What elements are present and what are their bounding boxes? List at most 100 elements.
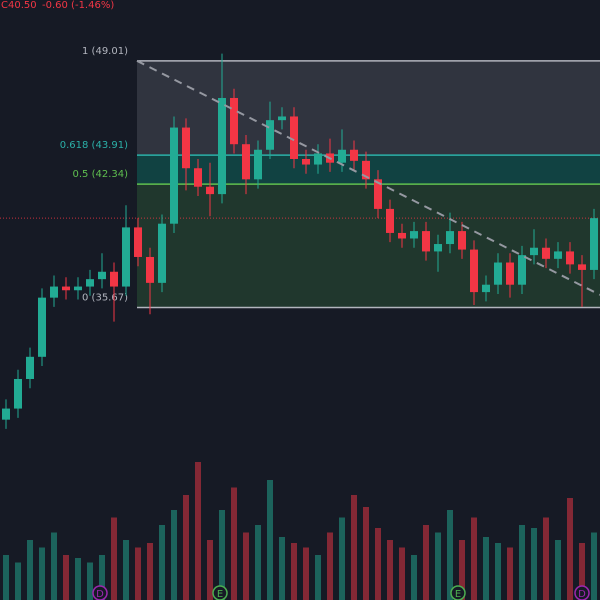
volume-bar xyxy=(543,517,549,600)
candle-body xyxy=(98,271,106,280)
candle-body xyxy=(110,271,118,287)
candle-body xyxy=(350,149,358,161)
trend-line xyxy=(136,59,600,296)
fib-label: 0.5 (42.34) xyxy=(72,169,128,180)
candle-body xyxy=(62,286,70,291)
volume-bar xyxy=(555,540,561,600)
volume-bar xyxy=(231,487,237,600)
candle-body xyxy=(182,127,190,169)
volume-bar xyxy=(495,543,501,600)
fib-zone xyxy=(137,184,600,308)
candle-body xyxy=(86,279,94,287)
candle-body xyxy=(422,231,430,252)
legend-bg xyxy=(0,0,115,11)
volume-bar xyxy=(519,525,525,600)
candle-body xyxy=(542,247,550,259)
candle-body xyxy=(530,247,538,256)
event-label: D xyxy=(578,589,586,600)
volume-bar xyxy=(63,555,69,600)
candle-body xyxy=(374,179,382,209)
volume-bar xyxy=(243,532,249,600)
candle-body xyxy=(578,264,586,270)
volume-bar xyxy=(579,543,585,600)
volume-bar xyxy=(159,525,165,600)
volume-bar xyxy=(459,540,465,600)
candle-body xyxy=(434,244,442,252)
candle-body xyxy=(74,286,82,291)
candle-body xyxy=(590,218,598,270)
volume-bar xyxy=(567,498,573,600)
volume-bar xyxy=(471,517,477,600)
candle-body xyxy=(218,97,226,195)
volume-bar xyxy=(351,495,357,600)
candle-body xyxy=(26,356,34,379)
volume-bar xyxy=(207,540,213,600)
candle-body xyxy=(470,249,478,293)
volume-bar xyxy=(591,532,597,600)
candle-body xyxy=(206,186,214,195)
event-marker xyxy=(574,585,590,600)
volume-bar xyxy=(387,540,393,600)
candle-body xyxy=(386,208,394,233)
volume-bar xyxy=(399,547,405,600)
volume-bar xyxy=(291,543,297,600)
event-marker xyxy=(450,585,466,600)
volume-bar xyxy=(483,537,489,600)
candle-body xyxy=(158,223,166,283)
candle-body xyxy=(38,297,46,357)
candle-body xyxy=(362,160,370,180)
volume-bar xyxy=(363,507,369,600)
volume-bar xyxy=(99,555,105,600)
volume-bar xyxy=(339,517,345,600)
volume-bar xyxy=(255,525,261,600)
candle-body xyxy=(254,149,262,180)
candle-body xyxy=(398,232,406,239)
volume-bar xyxy=(183,495,189,600)
volume-bar xyxy=(3,555,9,600)
volume-bar xyxy=(327,532,333,600)
candle-body xyxy=(230,97,238,145)
volume-bar xyxy=(75,558,81,600)
candle-body xyxy=(494,262,502,285)
candle-body xyxy=(458,231,466,250)
volume-bar xyxy=(423,525,429,600)
candle-body xyxy=(242,144,250,180)
fib-label: 0 (35.67) xyxy=(82,292,128,303)
candle-body xyxy=(50,286,58,298)
volume-bar xyxy=(219,510,225,600)
volume-bar xyxy=(195,462,201,600)
candle-body xyxy=(170,127,178,224)
event-label: E xyxy=(217,589,223,600)
candle-body xyxy=(566,251,574,265)
volume-bar xyxy=(303,547,309,600)
fib-zone xyxy=(137,60,600,156)
volume-bar xyxy=(111,517,117,600)
volume-bar xyxy=(123,540,129,600)
candle-body xyxy=(266,120,274,150)
event-marker xyxy=(92,585,108,600)
candle-body xyxy=(14,378,22,409)
event-label: E xyxy=(455,589,461,600)
volume-bar xyxy=(267,480,273,600)
fib-label: 0.618 (43.91) xyxy=(60,140,128,151)
legend-change: -0.60 (-1.46%) xyxy=(42,0,114,11)
candle-body xyxy=(518,255,526,285)
candle-body xyxy=(290,116,298,159)
volume-bar xyxy=(279,537,285,600)
candle-body xyxy=(194,168,202,187)
candle-body xyxy=(278,116,286,121)
fib-label: 1 (49.01) xyxy=(82,46,128,57)
volume-bar xyxy=(27,540,33,600)
candle-body xyxy=(2,408,10,420)
volume-bar xyxy=(411,555,417,600)
volume-bar xyxy=(87,562,93,600)
volume-bar xyxy=(39,547,45,600)
candle-body xyxy=(146,256,154,283)
candle-body xyxy=(122,227,130,287)
candle-body xyxy=(554,251,562,259)
candle-body xyxy=(302,158,310,165)
volume-bar xyxy=(147,543,153,600)
candle-body xyxy=(338,149,346,163)
